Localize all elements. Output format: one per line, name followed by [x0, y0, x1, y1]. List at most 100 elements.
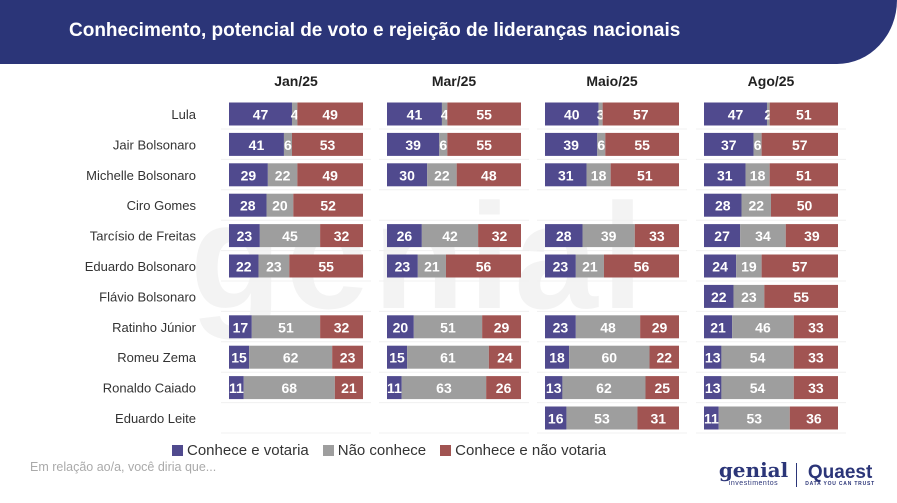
bar-segment-nao-conhece: [421, 224, 479, 248]
bar-segment-conhece-e-nao-votaria: [602, 102, 679, 126]
data-label: 29: [241, 167, 257, 183]
bar-segment-conhece-e-nao-votaria: [486, 376, 521, 400]
data-label: 53: [320, 137, 336, 153]
data-label: 6: [754, 137, 762, 153]
bar-segment-conhece-e-nao-votaria: [320, 315, 363, 339]
bar-segment-nao-conhece: [586, 163, 611, 187]
data-label: 31: [717, 167, 733, 183]
bar-segment-nao-conhece: [566, 406, 638, 430]
bar-segment-conhece-e-votaria: [387, 102, 442, 126]
data-label: 23: [340, 350, 356, 366]
bar-segment-conhece-e-nao-votaria: [761, 254, 838, 278]
data-label: 23: [553, 319, 569, 335]
data-label: 23: [741, 289, 757, 305]
data-label: 47: [728, 107, 744, 123]
data-label: 56: [476, 259, 492, 275]
bar-segment-nao-conhece: [427, 163, 457, 187]
data-label: 51: [440, 319, 456, 335]
data-label: 57: [633, 107, 649, 123]
bar-segment-conhece-e-votaria: [229, 132, 284, 156]
data-label: 16: [548, 411, 564, 427]
data-label: 51: [796, 107, 812, 123]
category-label-michelle-bolsonaro: Michelle Bolsonaro: [86, 168, 196, 183]
data-label: 21: [424, 259, 440, 275]
bar-segment-conhece-e-votaria: [545, 345, 570, 369]
bar-segment-conhece-e-votaria: [704, 315, 733, 339]
category-label-flavio-bolsonaro: Flávio Bolsonaro: [99, 289, 196, 304]
data-label: 17: [233, 319, 249, 335]
bar-segment-conhece-e-nao-votaria: [289, 254, 363, 278]
chart-legend: Conhece e votaria Não conhece Conhece e …: [172, 442, 606, 459]
legend-swatch-votaria: [172, 445, 183, 456]
bar-segment-conhece-e-nao-votaria: [291, 132, 363, 156]
bar-segment-conhece-e-nao-votaria: [761, 132, 838, 156]
data-label: 13: [705, 350, 721, 366]
bar-segment-nao-conhece: [569, 345, 650, 369]
bar-segment-conhece-e-nao-votaria: [320, 224, 363, 248]
bar-segment-nao-conhece: [267, 163, 298, 187]
data-label: 62: [596, 380, 612, 396]
data-label: 33: [808, 319, 824, 335]
data-label: 24: [497, 350, 513, 366]
data-label: 31: [558, 167, 574, 183]
panel-header-maio-25: Maio/25: [586, 73, 638, 89]
data-label: 49: [322, 107, 338, 123]
bar-segment-conhece-e-votaria: [704, 163, 746, 187]
bar-segment-conhece-e-votaria: [704, 254, 737, 278]
category-label-lula: Lula: [171, 107, 196, 122]
bar-segment-conhece-e-nao-votaria: [332, 345, 363, 369]
bar-segment-conhece-e-votaria: [545, 315, 576, 339]
panel-header-ago-25: Ago/25: [748, 73, 795, 89]
bar-segment-conhece-e-votaria: [545, 132, 598, 156]
bar-segment-conhece-e-votaria: [387, 163, 428, 187]
bar-segment-nao-conhece: [249, 345, 333, 369]
data-label: 51: [796, 167, 812, 183]
data-label: 40: [564, 107, 580, 123]
data-label: 21: [710, 319, 726, 335]
data-label: 25: [654, 380, 670, 396]
bar-segment-conhece-e-nao-votaria: [603, 254, 679, 278]
legend-item-nao-conhece: Não conhece: [322, 442, 426, 459]
legend-item-votaria: Conhece e votaria: [172, 442, 309, 459]
bar-segment-conhece-e-votaria: [229, 345, 250, 369]
data-label: 15: [231, 350, 247, 366]
data-label: 50: [797, 198, 813, 214]
data-label: 55: [318, 259, 334, 275]
data-label: 48: [481, 167, 497, 183]
data-label: 13: [546, 380, 562, 396]
data-label: 4: [441, 107, 449, 123]
data-label: 51: [278, 319, 294, 335]
bar-segment-conhece-e-votaria: [704, 376, 722, 400]
bar-segment-nao-conhece: [598, 102, 603, 126]
bar-segment-nao-conhece: [575, 315, 641, 339]
data-label: 41: [249, 137, 265, 153]
data-label: 22: [275, 167, 291, 183]
category-label-tarcisio-de-freitas: Tarcísio de Freitas: [90, 229, 197, 244]
category-label-ciro-gomes: Ciro Gomes: [127, 198, 197, 213]
bar-segment-conhece-e-nao-votaria: [764, 284, 838, 308]
bar-segment-conhece-e-nao-votaria: [605, 132, 679, 156]
genial-logo-sub: investimentos: [728, 480, 779, 487]
data-label: 46: [755, 319, 771, 335]
panel-header-mar-25: Mar/25: [432, 73, 477, 89]
bar-segment-nao-conhece: [243, 376, 335, 400]
bar-segment-nao-conhece: [259, 224, 321, 248]
data-label: 27: [714, 228, 730, 244]
data-label: 11: [387, 380, 402, 396]
data-label: 55: [476, 137, 492, 153]
data-label: 6: [284, 137, 292, 153]
bar-segment-conhece-e-nao-votaria: [640, 315, 679, 339]
data-label: 6: [597, 137, 605, 153]
data-label: 22: [748, 198, 764, 214]
data-label: 45: [282, 228, 298, 244]
data-label: 28: [556, 228, 572, 244]
bar-segment-nao-conhece: [283, 132, 292, 156]
bar-segment-conhece-e-nao-votaria: [456, 163, 521, 187]
data-label: 52: [320, 198, 336, 214]
data-label: 19: [741, 259, 757, 275]
data-label: 23: [553, 259, 569, 275]
data-label: 23: [395, 259, 411, 275]
bar-segment-nao-conhece: [562, 376, 646, 400]
data-label: 33: [808, 350, 824, 366]
bar-segment-nao-conhece: [266, 193, 294, 217]
